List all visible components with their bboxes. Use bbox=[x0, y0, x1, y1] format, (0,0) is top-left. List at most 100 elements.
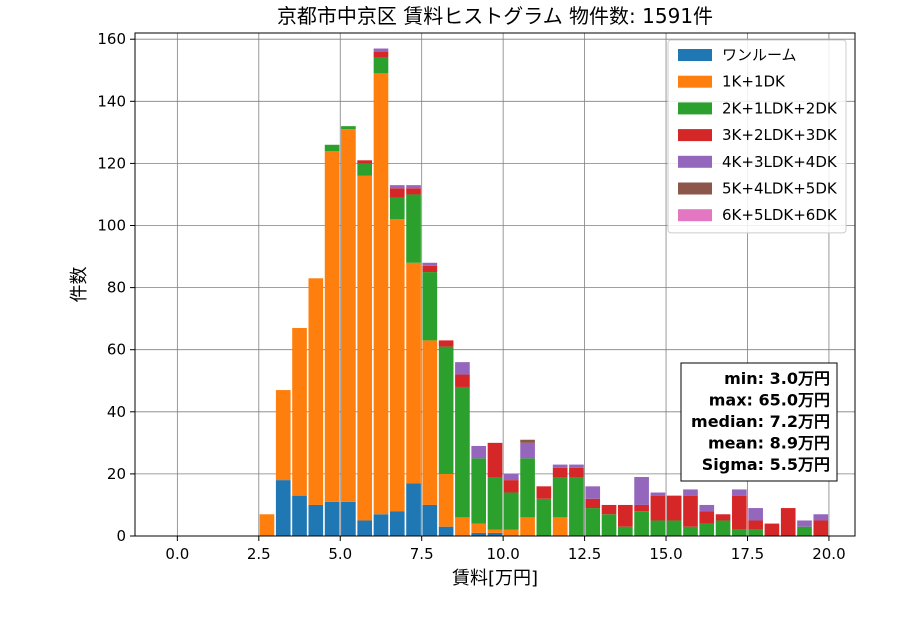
histogram-bar bbox=[617, 526, 633, 536]
histogram-bar bbox=[813, 520, 829, 536]
axis-ticks: 0.0 2.5 5.0 7.5 10.0 12.5 15.0 17.5 20.0 0 20 40 60 8… bbox=[97, 30, 845, 563]
x-tick-label: 0.0 bbox=[165, 545, 189, 563]
legend-swatch bbox=[678, 75, 712, 88]
histogram-bar bbox=[259, 514, 275, 536]
histogram-bar bbox=[585, 486, 601, 499]
histogram-bar bbox=[683, 489, 698, 496]
chart-title: 京都市中京区 賃料ヒストグラム 物件数: 1591件 bbox=[277, 4, 713, 28]
histogram-bar bbox=[780, 508, 796, 536]
histogram-bar bbox=[617, 504, 633, 527]
histogram-bar bbox=[552, 464, 568, 468]
histogram-bar bbox=[275, 390, 291, 481]
histogram-bar bbox=[634, 511, 649, 536]
x-tick-label: 15.0 bbox=[649, 545, 682, 563]
histogram-bar bbox=[732, 489, 747, 496]
histogram-bar bbox=[406, 188, 421, 195]
stats-line: median: 7.2万円 bbox=[691, 412, 830, 431]
legend-label: 5K+4LDK+5DK bbox=[722, 180, 838, 198]
histogram-bar bbox=[357, 163, 373, 176]
histogram-bar bbox=[341, 501, 356, 536]
legend-label: 3K+2LDK+3DK bbox=[722, 126, 838, 144]
histogram-bar bbox=[471, 458, 487, 524]
histogram-bar bbox=[406, 185, 421, 189]
stats-line: Sigma: 5.5万円 bbox=[702, 455, 830, 474]
histogram-bar bbox=[569, 464, 584, 468]
histogram-bar bbox=[748, 520, 763, 530]
legend-label: 6K+5LDK+6DK bbox=[722, 206, 838, 224]
histogram-bar bbox=[422, 262, 438, 266]
y-tick-label: 100 bbox=[97, 217, 126, 235]
stats-box: min: 3.0万円 max: 65.0万円 median: 7.2万円 mean: … bbox=[680, 362, 838, 482]
legend-swatch bbox=[678, 49, 712, 61]
histogram-bar bbox=[601, 504, 617, 515]
histogram-bar bbox=[292, 327, 307, 496]
histogram-bar bbox=[634, 504, 649, 512]
histogram-bar bbox=[699, 511, 715, 524]
histogram-bar bbox=[732, 529, 747, 536]
x-tick-label: 10.0 bbox=[486, 545, 519, 563]
histogram-bar bbox=[797, 526, 812, 536]
histogram-bar bbox=[406, 262, 421, 484]
histogram-bar bbox=[585, 498, 601, 509]
legend-label: 4K+3LDK+4DK bbox=[722, 153, 838, 171]
histogram-bar bbox=[308, 278, 324, 505]
x-axis-label: 賃料[万円] bbox=[452, 568, 538, 589]
histogram-bar bbox=[422, 265, 438, 273]
histogram-bar bbox=[341, 129, 356, 502]
histogram-bar bbox=[438, 340, 454, 347]
histogram-bar bbox=[585, 508, 601, 536]
histogram-bar bbox=[487, 532, 503, 536]
histogram-bar bbox=[357, 160, 373, 164]
histogram-bar bbox=[748, 508, 763, 521]
histogram-bar bbox=[552, 467, 568, 478]
histogram-bar bbox=[471, 523, 487, 533]
histogram-bar bbox=[422, 272, 438, 341]
histogram-bar bbox=[341, 126, 356, 130]
legend-swatch bbox=[678, 209, 712, 222]
histogram-bar bbox=[552, 517, 568, 536]
y-axis-label: 件数 bbox=[69, 267, 90, 303]
histogram-bar bbox=[373, 514, 389, 536]
histogram-bar bbox=[569, 467, 584, 478]
histogram-bar bbox=[715, 520, 731, 536]
histogram-bar bbox=[438, 473, 454, 527]
histogram-bar bbox=[406, 194, 421, 263]
histogram-bar bbox=[503, 473, 519, 481]
plot-frame bbox=[134, 32, 856, 537]
histogram-bar bbox=[503, 492, 519, 530]
histogram-bar bbox=[389, 219, 405, 512]
histogram-bar bbox=[487, 477, 503, 530]
histogram-bar bbox=[634, 477, 649, 505]
histogram-bar bbox=[764, 523, 780, 536]
histogram-bar bbox=[357, 520, 373, 536]
y-tick-label: 120 bbox=[97, 154, 126, 172]
histogram-bar bbox=[373, 73, 389, 515]
x-tick-label: 17.5 bbox=[731, 545, 764, 563]
legend-swatch bbox=[678, 182, 712, 195]
legend-swatch bbox=[678, 129, 712, 142]
stats-line: max: 65.0万円 bbox=[709, 391, 830, 410]
histogram-bar bbox=[455, 517, 470, 536]
histogram-bar bbox=[308, 504, 324, 536]
histogram-bar bbox=[683, 495, 698, 527]
y-tick-label: 160 bbox=[97, 30, 126, 48]
histogram-bar bbox=[373, 48, 389, 52]
histogram-bar bbox=[324, 501, 340, 536]
y-tick-label: 140 bbox=[97, 92, 126, 110]
histogram-bar bbox=[520, 439, 535, 443]
legend-label: 1K+1DK bbox=[722, 73, 786, 91]
histogram-bar bbox=[471, 532, 487, 536]
legend-label: 2K+1LDK+2DK bbox=[722, 99, 838, 117]
histogram-bar bbox=[813, 514, 829, 521]
stats-line: mean: 8.9万円 bbox=[708, 434, 830, 453]
x-tick-label: 12.5 bbox=[568, 545, 601, 563]
histogram-bar bbox=[715, 514, 731, 521]
histogram-bar bbox=[438, 526, 454, 536]
histogram-bar bbox=[389, 197, 405, 220]
histogram-bar bbox=[455, 374, 470, 387]
histogram-bar bbox=[552, 477, 568, 518]
histogram-bar bbox=[422, 504, 438, 536]
histogram-bar bbox=[406, 483, 421, 536]
histogram-bar bbox=[455, 362, 470, 375]
